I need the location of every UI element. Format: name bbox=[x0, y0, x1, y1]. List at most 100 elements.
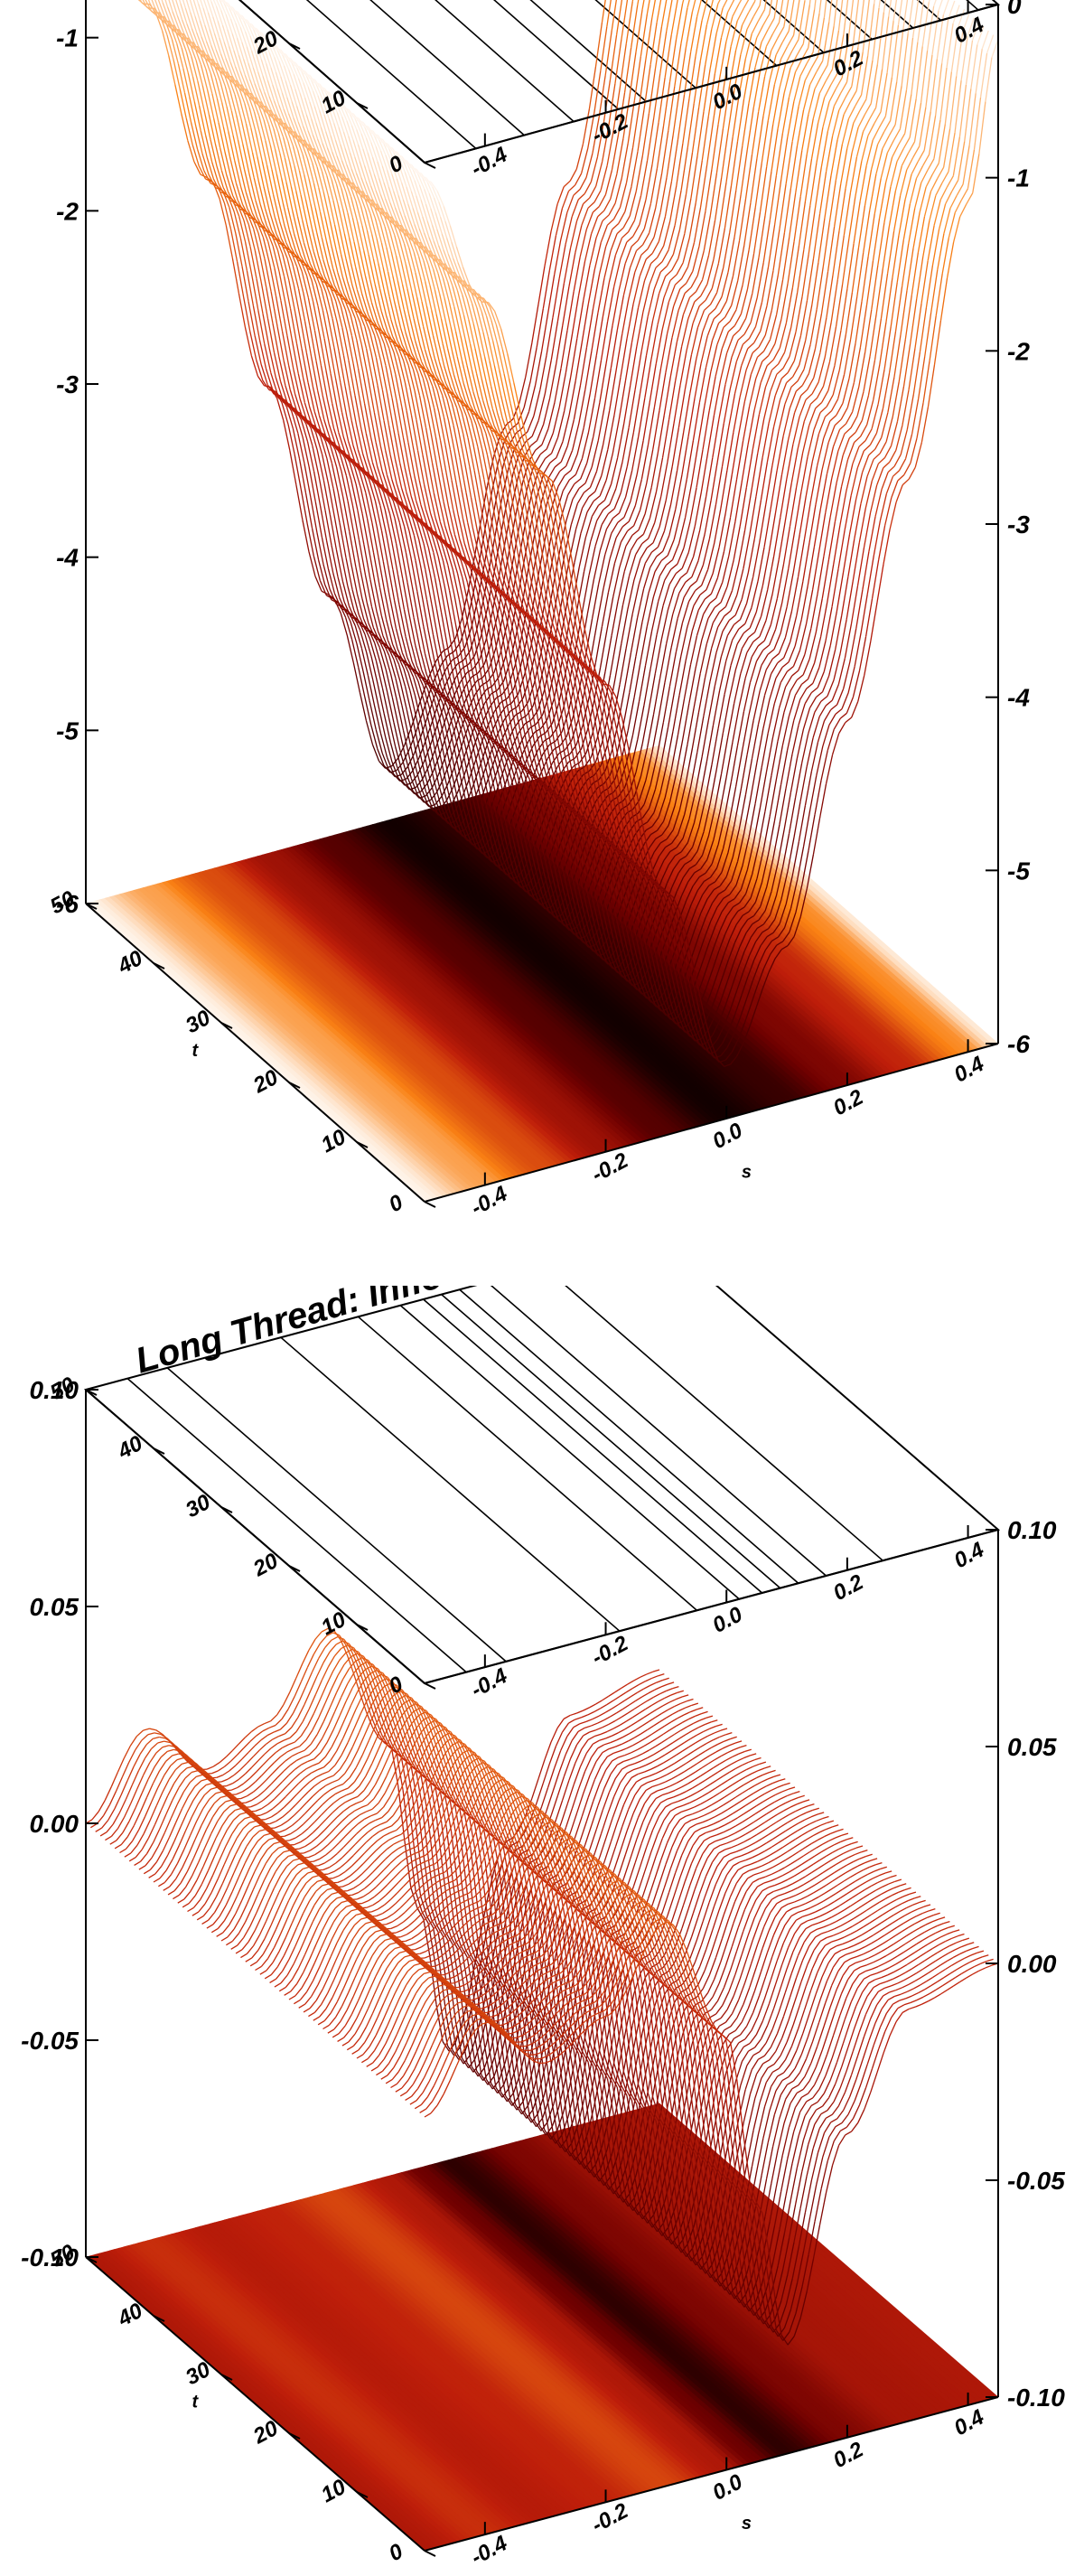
surface-mesh-line bbox=[852, 248, 858, 292]
surface-mesh-line bbox=[391, 624, 397, 649]
surface-mesh-line bbox=[780, 47, 787, 60]
surface-mesh-line bbox=[633, 224, 640, 236]
surface-mesh-line bbox=[433, 387, 439, 413]
surface-mesh-line bbox=[822, 271, 828, 314]
surface-mesh-line bbox=[668, 691, 675, 727]
surface-mesh-line bbox=[631, 308, 638, 342]
surface-mesh-line bbox=[326, 293, 332, 319]
surface-mesh-line bbox=[205, 25, 211, 46]
surface-mesh-line bbox=[663, 687, 669, 723]
surface-mesh-line bbox=[346, 258, 352, 286]
surface-mesh-line bbox=[735, 366, 742, 393]
surface-mesh-line bbox=[743, 406, 750, 440]
surface-mesh-line bbox=[670, 186, 677, 221]
surface-mesh-line bbox=[675, 279, 681, 286]
surface-mesh-line bbox=[767, 125, 773, 167]
surface-mesh-line bbox=[722, 272, 728, 296]
surface-mesh-line bbox=[737, 441, 743, 480]
surface-mesh-line bbox=[210, 29, 216, 50]
surface-mesh-line bbox=[606, 454, 612, 480]
surface-mesh-line bbox=[444, 720, 450, 747]
surface-mesh-line bbox=[705, 594, 711, 599]
surface-mesh-line bbox=[545, 231, 551, 266]
surface-mesh-line bbox=[630, 192, 636, 216]
surface-mesh-line bbox=[536, 445, 542, 450]
surface-mesh-line bbox=[767, 427, 773, 462]
surface-mesh-line bbox=[742, 638, 748, 649]
surface-mesh-line bbox=[810, 72, 817, 85]
surface-mesh-line bbox=[671, 139, 678, 182]
surface-mesh-line bbox=[379, 288, 386, 315]
surface-mesh-line bbox=[734, 620, 740, 625]
surface-mesh-line bbox=[680, 283, 687, 289]
surface-mesh-line bbox=[271, 68, 277, 89]
surface-mesh-line bbox=[234, 51, 240, 71]
surface-mesh-line bbox=[551, 204, 557, 231]
surface-mesh-line bbox=[771, 471, 777, 510]
surface-mesh-line bbox=[779, 0, 785, 23]
surface-mesh-line bbox=[817, 267, 823, 310]
surface-mesh-line bbox=[666, 270, 672, 276]
surface-mesh-line bbox=[320, 581, 326, 595]
surface-mesh-line bbox=[681, 148, 687, 191]
surface-mesh-line bbox=[759, 76, 765, 112]
surface-mesh-line bbox=[567, 419, 574, 445]
surface-mesh-line bbox=[640, 626, 647, 660]
surface-mesh-line bbox=[678, 95, 685, 139]
surface-mesh-line bbox=[686, 632, 692, 660]
surface-mesh-line bbox=[608, 563, 614, 592]
surface-mesh-line bbox=[694, 61, 700, 103]
surface-mesh-line bbox=[322, 172, 328, 196]
surface-mesh-line bbox=[389, 231, 396, 256]
surface-mesh-line bbox=[588, 202, 594, 209]
surface-mesh-line bbox=[614, 542, 621, 563]
surface-mesh-line bbox=[425, 772, 431, 795]
surface-mesh-line bbox=[631, 539, 637, 550]
surface-mesh-line bbox=[558, 411, 565, 437]
surface-mesh-line bbox=[583, 697, 589, 725]
surface-mesh-line bbox=[435, 712, 441, 739]
surface-mesh-line bbox=[708, 686, 715, 720]
surface-mesh-line bbox=[725, 475, 732, 513]
surface-mesh-line bbox=[738, 246, 744, 281]
surface-mesh-line bbox=[439, 362, 445, 383]
surface-mesh-line bbox=[624, 550, 631, 571]
surface-mesh-line bbox=[739, 0, 745, 5]
surface-mesh-line bbox=[777, 369, 783, 375]
surface-mesh-line bbox=[864, 104, 871, 116]
surface-mesh-line bbox=[739, 530, 745, 565]
surface-mesh-line bbox=[792, 106, 799, 142]
surface-mesh-line bbox=[747, 17, 753, 30]
surface-mesh-line bbox=[734, 398, 740, 432]
surface-mesh-line bbox=[715, 297, 722, 309]
surface-mesh-line bbox=[633, 276, 640, 304]
surface-mesh-line bbox=[620, 497, 626, 513]
surface-mesh-line bbox=[773, 89, 780, 125]
surface-mesh-line bbox=[288, 142, 294, 166]
surface-mesh-line bbox=[763, 645, 770, 651]
surface-mesh-line bbox=[686, 576, 692, 582]
surface-mesh-line bbox=[449, 725, 455, 752]
surface-mesh-line bbox=[679, 518, 686, 544]
surface-mesh-line bbox=[716, 632, 723, 652]
surface-mesh-line bbox=[332, 246, 338, 273]
surface-mesh-line bbox=[683, 98, 689, 143]
surface-mesh-line bbox=[758, 641, 764, 646]
surface-mesh-line bbox=[687, 441, 693, 479]
surface-mesh-line bbox=[468, 742, 474, 769]
surface-mesh-line bbox=[584, 266, 590, 300]
surface-mesh-line bbox=[827, 276, 833, 318]
surface-mesh-line bbox=[650, 23, 657, 65]
surface-mesh-line bbox=[689, 57, 696, 99]
surface-mesh-line bbox=[697, 614, 704, 635]
surface-mesh-line bbox=[476, 425, 482, 451]
surface-mesh-line bbox=[752, 347, 759, 353]
surface-mesh-line bbox=[381, 615, 388, 640]
surface-mesh-line bbox=[749, 632, 755, 638]
surface-mesh-line bbox=[823, 222, 829, 267]
surface-mesh-line bbox=[705, 372, 711, 407]
surface-mesh-line bbox=[673, 90, 679, 135]
surface-mesh-line bbox=[565, 377, 571, 411]
surface-mesh-line bbox=[706, 29, 712, 65]
surface-mesh-line bbox=[389, 297, 396, 324]
